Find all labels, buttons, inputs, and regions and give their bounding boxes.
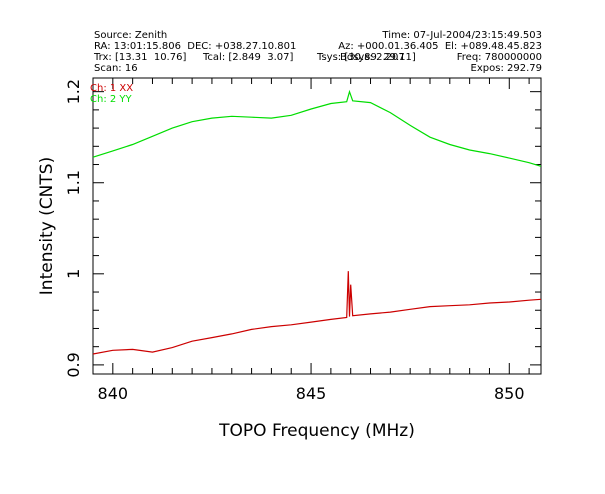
y-tick-label: 1.2 xyxy=(64,79,83,104)
tsys-label: Tsys: [30.89 29.11] xyxy=(317,52,416,63)
az-el-label: Az: +000.01.36.405 El: +089.48.45.823 xyxy=(338,41,542,52)
tick-labels: 840 845 850 0.9 1 1.1 1.2 xyxy=(64,79,525,403)
tsys-overlap-label: Bdsys: 2.207 xyxy=(340,52,405,63)
freq-label: Freq: 780000000 xyxy=(456,52,542,63)
y-tick-label: 1 xyxy=(64,269,83,279)
axis-ticks xyxy=(92,78,541,374)
x-axis-label: TOPO Frequency (MHz) xyxy=(218,421,415,441)
time-label: Time: 07-Jul-2004/23:15:49.503 xyxy=(382,30,542,41)
legend-entry: Ch: 1 XX xyxy=(90,83,133,94)
source-label: Source: Zenith xyxy=(94,30,168,41)
x-tick-label: 845 xyxy=(296,384,327,403)
trx-label: Trx: [13.31 10.76] xyxy=(94,52,187,63)
y-tick-label: 0.9 xyxy=(64,352,83,377)
expos-label: Expos: 292.79 xyxy=(470,63,542,74)
series-lines xyxy=(92,89,542,355)
y-tick-label: 1.1 xyxy=(64,170,83,195)
x-tick-label: 850 xyxy=(494,384,525,403)
ra-dec-label: RA: 13:01:15.806 DEC: +038.27.10.801 xyxy=(94,41,297,52)
scan-label: Scan: 16 xyxy=(94,63,138,74)
tcal-label: Tcal: [2.849 3.07] xyxy=(203,52,294,63)
series-line xyxy=(92,89,542,167)
y-axis-label: Intensity (CNTS) xyxy=(37,157,57,295)
plot-frame xyxy=(92,77,542,375)
legend-entry: Ch: 2 YY xyxy=(90,94,133,105)
series-line xyxy=(92,271,542,355)
x-tick-label: 840 xyxy=(98,384,129,403)
